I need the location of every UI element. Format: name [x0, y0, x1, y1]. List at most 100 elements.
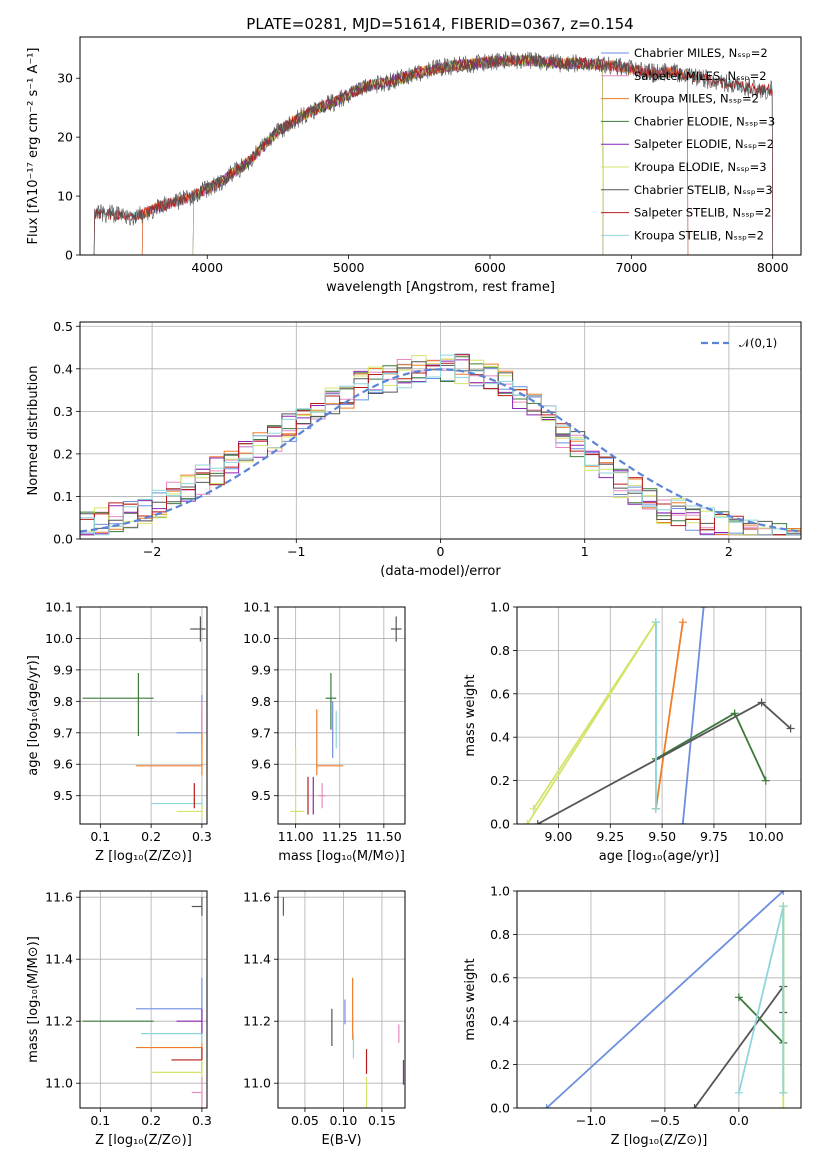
- axes-frame: [516, 890, 802, 1109]
- plot-area: [80, 353, 801, 536]
- weight-marker: [678, 618, 687, 627]
- y-tick-label: 0.8: [490, 643, 510, 658]
- legend-label: Salpeter MILES, Nₛₛₚ=2: [634, 69, 767, 83]
- axes-frame: [79, 321, 802, 540]
- y-tick-label: 10.0: [45, 631, 73, 646]
- axes-frame: [79, 36, 802, 256]
- y-tick-label: 0.4: [53, 361, 73, 376]
- x-tick-label: −1: [287, 544, 305, 559]
- plot-area: [290, 616, 402, 824]
- spectrum-line-7: [93, 54, 774, 255]
- weight-marker: [779, 1088, 788, 1097]
- y-tick-label: 0.4: [490, 730, 510, 745]
- x-tick-label: 11.00: [278, 829, 314, 844]
- x-axis-label: Z [log₁₀(Z/Z⊙)]: [95, 1133, 192, 1148]
- legend-label: Kroupa STELIB, Nₛₛₚ=2: [634, 228, 764, 242]
- x-tick-label: 10.00: [748, 829, 784, 844]
- y-tick-label: 11.2: [243, 1014, 271, 1029]
- y-tick-label: 0.2: [490, 1057, 510, 1072]
- weight-line-0: [681, 607, 705, 824]
- weight-line-3: [655, 712, 767, 781]
- histogram-4: [80, 359, 801, 536]
- x-tick-label: 9.75: [700, 829, 728, 844]
- weight-marker: [761, 776, 770, 785]
- legend-label: Kroupa MILES, Nₛₛₚ=2: [634, 92, 759, 106]
- weight-marker: [678, 820, 687, 824]
- weight-marker: [786, 724, 795, 733]
- y-tick-label: 0.3: [53, 404, 73, 419]
- y-axis-label: mass weight: [463, 958, 478, 1040]
- figure-title: PLATE=0281, MJD=51614, FIBERID=0367, z=0…: [246, 15, 633, 33]
- y-axis-label: age [log₁₀(age/yr)]: [26, 655, 41, 776]
- x-axis-label: wavelength [Angstrom, rest frame]: [326, 280, 555, 295]
- x-tick-label: 5000: [333, 260, 365, 275]
- y-tick-label: 10.1: [243, 600, 271, 615]
- weight-marker: [651, 804, 660, 813]
- weight-line-5: [526, 621, 657, 824]
- spectrum-line-1: [141, 53, 689, 255]
- weight-marker: [734, 1088, 743, 1097]
- axes-frame: [79, 606, 208, 825]
- plot-area: [282, 897, 405, 1108]
- plot-area: [93, 51, 774, 255]
- panel-age-vs-mass: 11.00 11.25 11.50 9.5 9.6 9.7 9.8 9.9 10.0 10.1 ma…: [243, 600, 406, 864]
- y-axis-label: Flux [fλ10⁻¹⁷ erg cm⁻² s⁻¹ A⁻¹]: [26, 48, 41, 245]
- weight-marker: [757, 698, 766, 707]
- x-axis-label: (data-model)/error: [380, 564, 501, 579]
- panel-mass-weight-vs-age: 9.00 9.25 9.50 9.75 10.00 0.0 0.2 0.4 0.6 0.8 1.0 a…: [463, 600, 802, 864]
- weight-marker: [651, 618, 660, 627]
- y-tick-label: 9.8: [251, 694, 271, 709]
- x-tick-label: 0.2: [141, 1113, 161, 1128]
- x-tick-label: 9.50: [648, 829, 676, 844]
- x-tick-label: 0.3: [192, 829, 212, 844]
- y-tick-label: 9.9: [251, 662, 271, 677]
- x-tick-label: 0.05: [291, 1113, 319, 1128]
- spectrum-line-8: [93, 54, 774, 255]
- y-tick-label: 0.8: [490, 927, 510, 942]
- y-tick-label: 0.5: [53, 319, 73, 334]
- y-tick-label: 10.1: [45, 600, 73, 615]
- y-tick-label: 0.2: [490, 773, 510, 788]
- weight-marker: [523, 820, 532, 824]
- y-tick-label: 0: [65, 248, 73, 263]
- y-tick-label: 0.0: [490, 1101, 510, 1116]
- legend-label: Salpeter STELIB, Nₛₛₚ=2: [634, 206, 772, 220]
- weight-marker: [779, 902, 788, 911]
- y-tick-label: 10.0: [243, 631, 271, 646]
- panel-age-vs-Z: 0.1 0.2 0.3 9.5 9.6 9.7 9.8 9.9 10.0 10.1 Z [log₁₀…: [26, 600, 212, 865]
- x-tick-label: 0: [437, 544, 445, 559]
- y-tick-label: 11.2: [45, 1014, 73, 1029]
- y-tick-label: 0.0: [490, 817, 510, 832]
- plot-area: [82, 897, 203, 1108]
- histogram-8: [80, 354, 801, 536]
- x-tick-label: 0.15: [368, 1113, 396, 1128]
- weight-line-2: [655, 622, 684, 809]
- y-tick-label: 30: [57, 71, 73, 86]
- x-tick-label: 0.0: [729, 1113, 749, 1128]
- x-tick-label: −0.5: [650, 1113, 680, 1128]
- weight-line-0: [545, 891, 784, 1108]
- panel-mass-vs-ebv: 0.05 0.10 0.15 11.0 11.2 11.4 11.6 E(B-V): [243, 890, 406, 1148]
- weight-line-6: [537, 701, 792, 824]
- x-tick-label: 0.1: [90, 829, 110, 844]
- y-tick-label: 0.1: [53, 489, 73, 504]
- x-tick-label: 9.00: [545, 829, 573, 844]
- x-tick-label: 6000: [474, 260, 506, 275]
- y-tick-label: 0.2: [53, 446, 73, 461]
- x-tick-label: 8000: [757, 260, 789, 275]
- y-tick-label: 9.6: [53, 757, 73, 772]
- weight-marker: [533, 820, 542, 824]
- y-tick-label: 0.6: [490, 970, 510, 985]
- y-tick-label: 0.6: [490, 686, 510, 701]
- weight-marker: [690, 1104, 699, 1108]
- legend-label: Kroupa ELODIE, Nₛₛₚ=3: [634, 160, 767, 174]
- x-axis-label: Z [log₁₀(Z/Z⊙)]: [611, 1133, 708, 1148]
- x-axis-label: Z [log₁₀(Z/Z⊙)]: [95, 849, 192, 864]
- legend-label: Chabrier STELIB, Nₛₛₚ=3: [634, 183, 773, 197]
- x-axis-label: age [log₁₀(age/yr)]: [599, 849, 720, 864]
- legend-label: Chabrier ELODIE, Nₛₛₚ=3: [634, 114, 775, 128]
- y-tick-label: 0.4: [490, 1014, 510, 1029]
- y-tick-label: 11.0: [45, 1076, 73, 1091]
- y-tick-label: 11.6: [45, 890, 73, 905]
